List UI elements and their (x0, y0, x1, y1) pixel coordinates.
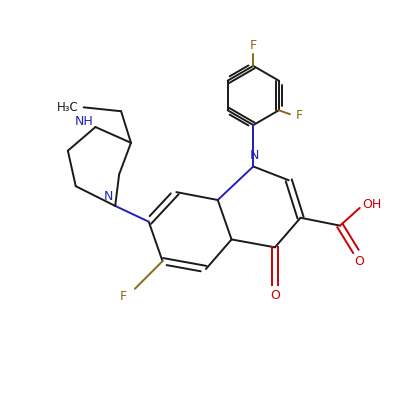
Text: OH: OH (363, 198, 382, 211)
Text: O: O (270, 289, 280, 302)
Text: N: N (250, 149, 259, 162)
Text: O: O (354, 255, 364, 268)
Text: H₃C: H₃C (57, 101, 79, 114)
Text: F: F (120, 290, 127, 303)
Text: F: F (296, 109, 303, 122)
Text: F: F (250, 39, 257, 52)
Text: NH: NH (75, 115, 94, 128)
Text: N: N (104, 190, 113, 202)
